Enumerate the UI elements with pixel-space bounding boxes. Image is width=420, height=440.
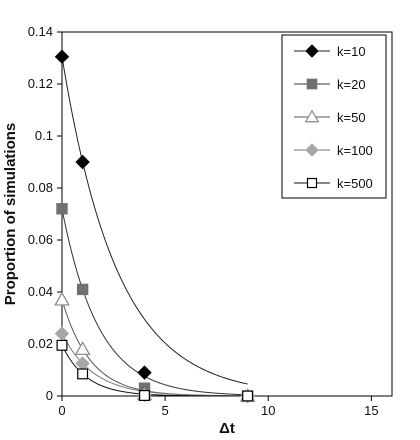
x-tick-label: 10 — [261, 403, 275, 418]
x-tick-label: 15 — [364, 403, 378, 418]
series-curves — [61, 56, 248, 397]
x-tick-label: 0 — [58, 403, 65, 418]
series-markers — [54, 49, 256, 404]
y-tick-label: 0.06 — [28, 232, 53, 247]
x-axis-label: Δt — [219, 420, 235, 437]
data-point-k=500 — [242, 390, 254, 402]
data-point-k=500 — [77, 368, 89, 380]
data-point-k=50 — [74, 341, 91, 355]
legend-marker — [305, 143, 319, 157]
y-tick-label: 0.12 — [28, 76, 53, 91]
legend-marker — [306, 177, 318, 189]
data-point-k=20 — [76, 283, 89, 296]
data-point-k=10 — [54, 49, 70, 64]
x-tick-label: 5 — [162, 403, 169, 418]
data-point-k=500 — [56, 339, 68, 351]
legend-marker — [304, 109, 320, 123]
data-point-k=10 — [137, 365, 152, 380]
data-point-k=500 — [139, 390, 150, 401]
series-line-k=10 — [61, 56, 248, 385]
legend-marker — [306, 78, 318, 90]
legend-label: k=500 — [337, 176, 373, 191]
legend-label: k=10 — [337, 44, 366, 59]
legend: k=10 k=20 k=50 k=100 k=500 — [281, 34, 387, 199]
y-axis-label: Proportion of simulations — [2, 123, 19, 306]
y-tick-label: 0.14 — [28, 24, 53, 39]
y-tick-label: 0.1 — [35, 128, 53, 143]
y-tick-label: 0.02 — [28, 336, 53, 351]
y-tick-label: 0 — [46, 388, 53, 403]
series-line-k=100 — [61, 333, 248, 397]
legend-label: k=100 — [337, 143, 373, 158]
y-tick-label: 0.04 — [28, 284, 53, 299]
data-point-k=20 — [56, 203, 68, 215]
data-point-k=10 — [75, 154, 90, 170]
legend-label: k=20 — [337, 77, 366, 92]
y-tick-label: 0.08 — [28, 180, 53, 195]
series-line-k=500 — [61, 345, 248, 397]
data-point-k=100 — [54, 326, 70, 341]
legend-marker — [305, 44, 319, 58]
data-point-k=50 — [54, 291, 70, 306]
legend-label: k=50 — [337, 110, 366, 125]
series-line-k=20 — [61, 208, 248, 396]
